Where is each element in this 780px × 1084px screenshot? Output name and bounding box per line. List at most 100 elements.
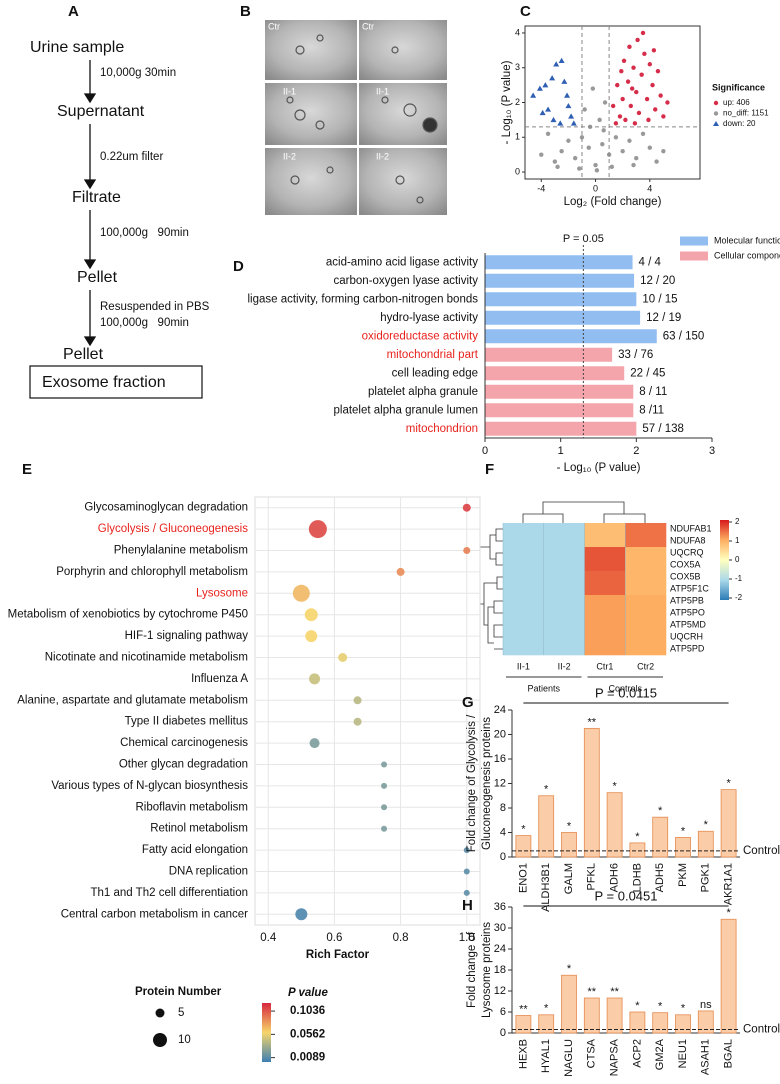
micrograph-label: II-2: [376, 151, 389, 161]
x-axis-label: Rich Factor: [306, 949, 370, 961]
column-label: Ctr1: [596, 661, 613, 671]
point: [634, 155, 639, 161]
bubble: [381, 825, 388, 832]
significance-label: *: [704, 819, 709, 831]
bar: [538, 795, 555, 858]
y-axis-label: Gluconeogenesis proteins: [481, 717, 493, 850]
category-label: Lysosome: [196, 587, 248, 599]
bubble: [381, 782, 388, 789]
bar: [561, 832, 577, 858]
row-label: ATP5F1C: [670, 583, 709, 593]
point: [601, 128, 606, 133]
point: [617, 114, 623, 119]
heatmap-cell: [584, 571, 626, 584]
point: [613, 135, 619, 140]
bar: [652, 816, 669, 858]
significance-label: *: [567, 963, 572, 975]
heatmap-cell: [625, 595, 667, 608]
point: [552, 159, 558, 164]
flow-condition: 100,000g 90min: [100, 317, 189, 329]
point: [530, 92, 537, 98]
x-tick-label: GALM: [563, 863, 575, 894]
value-label: 4 / 4: [639, 256, 662, 268]
value-label: 12 / 20: [640, 275, 675, 287]
color-legend-title: P value: [288, 987, 328, 999]
point: [646, 117, 651, 123]
legend-swatch: [680, 251, 708, 261]
heatmap-cell: [625, 583, 667, 596]
x-tick-label: 1: [558, 445, 564, 457]
point: [621, 58, 627, 63]
point: [536, 85, 543, 91]
heatmap-cell: [584, 523, 626, 536]
heatmap-cell: [584, 547, 626, 560]
column-label: II-2: [558, 661, 571, 671]
point: [640, 131, 646, 136]
heatmap-cell: [543, 631, 585, 644]
category-label: Nicotinate and nicotinamide metabolism: [45, 652, 248, 664]
bar: [675, 1014, 691, 1034]
point: [539, 109, 546, 116]
point: [539, 152, 544, 157]
point: [642, 51, 647, 57]
significance-label: **: [588, 986, 597, 998]
category-label: Metabolism of xenobiotics by cytochrome …: [8, 609, 248, 621]
legend-label: Cellular component: [714, 250, 780, 260]
micrograph-label: Ctr: [268, 21, 280, 31]
heatmap-cell: [584, 619, 626, 632]
heatmap-cell: [503, 547, 545, 560]
x-tick-label: PGK1: [700, 863, 712, 892]
flow-box: [29, 365, 203, 399]
point: [620, 96, 625, 102]
point: [561, 78, 568, 84]
micrographs: B Ctr Ctr II-1 II-1 II-2 II-2: [240, 3, 447, 215]
category-label: Riboflavin metabolism: [136, 801, 249, 813]
point: [579, 135, 585, 140]
size-legend-marker: [155, 1008, 165, 1018]
heatmap-cell: [503, 631, 545, 644]
flow-arrows: [83, 60, 97, 347]
micrograph-labels: Ctr Ctr II-1 II-1 II-2 II-2: [268, 21, 389, 161]
point: [655, 69, 661, 74]
bubble: [396, 567, 405, 576]
point: [582, 107, 587, 112]
category-label: mitochondrial part: [387, 349, 479, 361]
point: [572, 155, 578, 161]
y-tick-label: 3: [515, 62, 520, 72]
y-tick-label: 18: [494, 964, 506, 976]
point: [651, 48, 657, 53]
heatmap-cell: [625, 643, 667, 656]
y-tick-label: 12: [494, 985, 506, 997]
y-tick-label: 30: [494, 922, 506, 934]
point: [632, 121, 638, 126]
x-tick-label: CTSA: [586, 1038, 598, 1068]
legend-label: up: 406: [723, 98, 750, 107]
significance-label: **: [610, 986, 619, 998]
heatmap-cell: [543, 571, 585, 584]
x-axis-label: Log₂ (Fold change): [564, 196, 662, 208]
significance-label: *: [726, 907, 731, 919]
point: [647, 145, 653, 150]
point: [625, 79, 631, 84]
point: [665, 100, 670, 105]
category-label: Type II diabetes mellitus: [125, 716, 249, 728]
heatmap-cell: [543, 619, 585, 632]
row-label: ATP5PD: [670, 643, 705, 653]
colorbar-label: -1: [735, 574, 743, 583]
x-tick-label: ENO1: [517, 863, 529, 893]
legend-label: down: 20: [723, 119, 756, 128]
row-label: COX5A: [670, 559, 701, 569]
colorbar-label: 0.0562: [290, 1028, 325, 1040]
bar: [485, 366, 625, 381]
bar: [485, 347, 613, 362]
x-tick-label: 3: [709, 445, 715, 457]
heatmap-cell: [503, 559, 545, 572]
point: [613, 121, 619, 126]
heatmap-cell: [584, 607, 626, 620]
heatmap-cell: [503, 595, 545, 608]
point: [597, 117, 602, 123]
column-label: Ctr2: [637, 661, 654, 671]
point: [549, 75, 556, 81]
x-tick-label: 1.0: [459, 932, 475, 944]
category-label: mitochondrion: [406, 423, 478, 435]
